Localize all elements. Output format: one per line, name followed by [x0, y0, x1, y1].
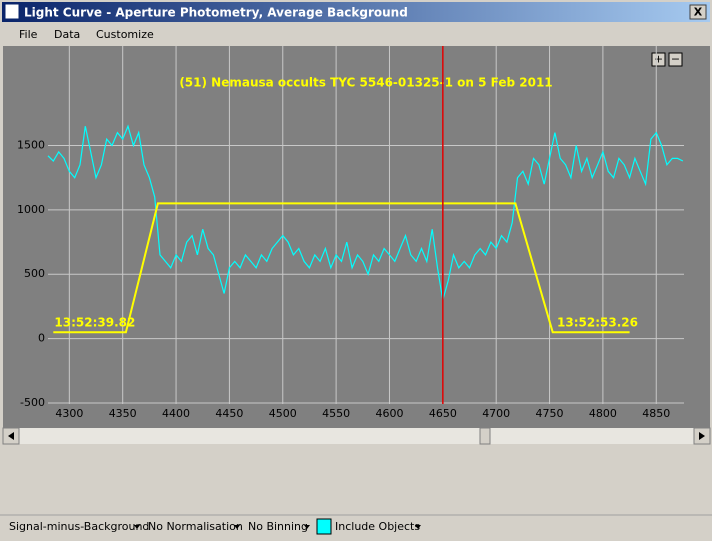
- status-dropdown[interactable]: No Binning: [248, 520, 308, 533]
- app-icon: [4, 3, 20, 20]
- dropdown-arrow: [415, 525, 421, 529]
- x-tick-label: 4500: [269, 407, 297, 420]
- y-tick-label: 500: [24, 267, 45, 280]
- annotation: 13:52:39.82: [54, 316, 135, 330]
- arrow-icon: [699, 432, 705, 440]
- x-tick-label: 4600: [375, 407, 403, 420]
- x-tick-label: 4700: [482, 407, 510, 420]
- close-button[interactable]: [689, 4, 707, 20]
- menu-item[interactable]: File: [19, 28, 38, 41]
- x-tick-label: 4450: [215, 407, 243, 420]
- status-dropdown[interactable]: Signal-minus-Background: [9, 520, 149, 533]
- x-tick-label: 4550: [322, 407, 350, 420]
- annotation: 13:52:53.26: [557, 316, 638, 330]
- x-tick-label: 4300: [55, 407, 83, 420]
- menu-item[interactable]: Customize: [96, 28, 154, 41]
- window-title: Light Curve - Aperture Photometry, Avera…: [24, 6, 408, 20]
- scrollbar[interactable]: [3, 428, 710, 444]
- y-tick-label: 1000: [17, 203, 45, 216]
- x-tick-label: 4350: [109, 407, 137, 420]
- x-tick-label: 4750: [536, 407, 564, 420]
- x-tick-label: 4800: [589, 407, 617, 420]
- y-tick-label: 0: [38, 332, 45, 345]
- chart-panel: [3, 46, 710, 428]
- zoom-out[interactable]: [668, 52, 683, 67]
- dropdown-arrow: [234, 525, 240, 529]
- close-label[interactable]: X: [694, 6, 703, 19]
- x-tick-label: 4400: [162, 407, 190, 420]
- series-line: [47, 124, 684, 301]
- dropdown-arrow: [134, 525, 140, 529]
- status-dropdown[interactable]: Include Objects: [335, 520, 420, 533]
- chart-title: (51) Nemausa occults TYC 5546-01325-1 on…: [179, 76, 552, 90]
- y-tick-label: -500: [20, 396, 45, 409]
- zoom-out-label[interactable]: −: [671, 53, 680, 66]
- x-tick-label: 4650: [429, 407, 457, 420]
- scroll-thumb[interactable]: [479, 427, 491, 445]
- status-dropdown[interactable]: No Normalisation: [148, 520, 243, 533]
- y-tick-label: 1500: [17, 139, 45, 152]
- zoom-in-label[interactable]: +: [654, 53, 663, 66]
- plot: -500 0 500 1000 1500 4300 4350 4400 4450 4500 4550…: [17, 46, 684, 420]
- menu-item[interactable]: Data: [54, 28, 80, 41]
- title-bar: [2, 2, 710, 22]
- color-swatch[interactable]: [316, 518, 332, 535]
- arrow-icon: [8, 432, 14, 440]
- series-line: [53, 202, 630, 334]
- zoom-in[interactable]: [651, 52, 666, 67]
- dropdown-arrow: [304, 525, 310, 529]
- x-tick-label: 4850: [642, 407, 670, 420]
